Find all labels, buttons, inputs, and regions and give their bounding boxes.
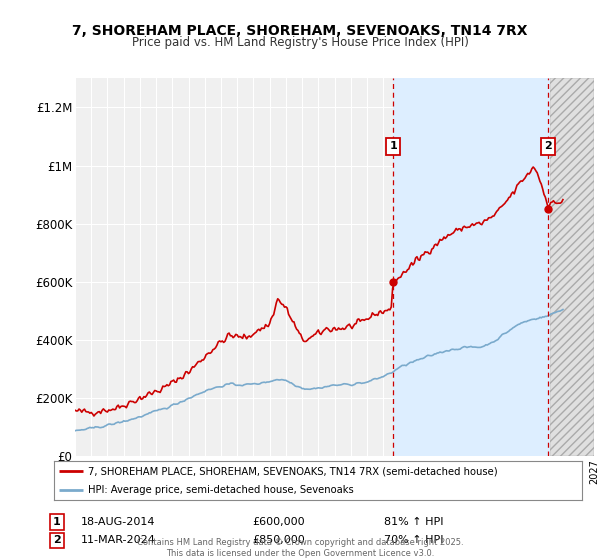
Text: £850,000: £850,000 (252, 535, 305, 545)
Text: 81% ↑ HPI: 81% ↑ HPI (384, 517, 443, 527)
Text: 7, SHOREHAM PLACE, SHOREHAM, SEVENOAKS, TN14 7RX: 7, SHOREHAM PLACE, SHOREHAM, SEVENOAKS, … (72, 24, 528, 38)
Text: 7, SHOREHAM PLACE, SHOREHAM, SEVENOAKS, TN14 7RX (semi-detached house): 7, SHOREHAM PLACE, SHOREHAM, SEVENOAKS, … (88, 466, 498, 477)
Text: 11-MAR-2024: 11-MAR-2024 (81, 535, 156, 545)
Text: HPI: Average price, semi-detached house, Sevenoaks: HPI: Average price, semi-detached house,… (88, 486, 354, 496)
Text: 18-AUG-2014: 18-AUG-2014 (81, 517, 155, 527)
Text: 70% ↑ HPI: 70% ↑ HPI (384, 535, 443, 545)
Text: Contains HM Land Registry data © Crown copyright and database right 2025.
This d: Contains HM Land Registry data © Crown c… (137, 538, 463, 558)
Text: £600,000: £600,000 (252, 517, 305, 527)
Bar (394, 78, 550, 456)
Text: Price paid vs. HM Land Registry's House Price Index (HPI): Price paid vs. HM Land Registry's House … (131, 36, 469, 49)
Text: 2: 2 (545, 142, 553, 151)
Bar (550, 78, 594, 456)
Text: 2: 2 (53, 535, 61, 545)
Text: 1: 1 (53, 517, 61, 527)
Text: 1: 1 (389, 142, 397, 151)
